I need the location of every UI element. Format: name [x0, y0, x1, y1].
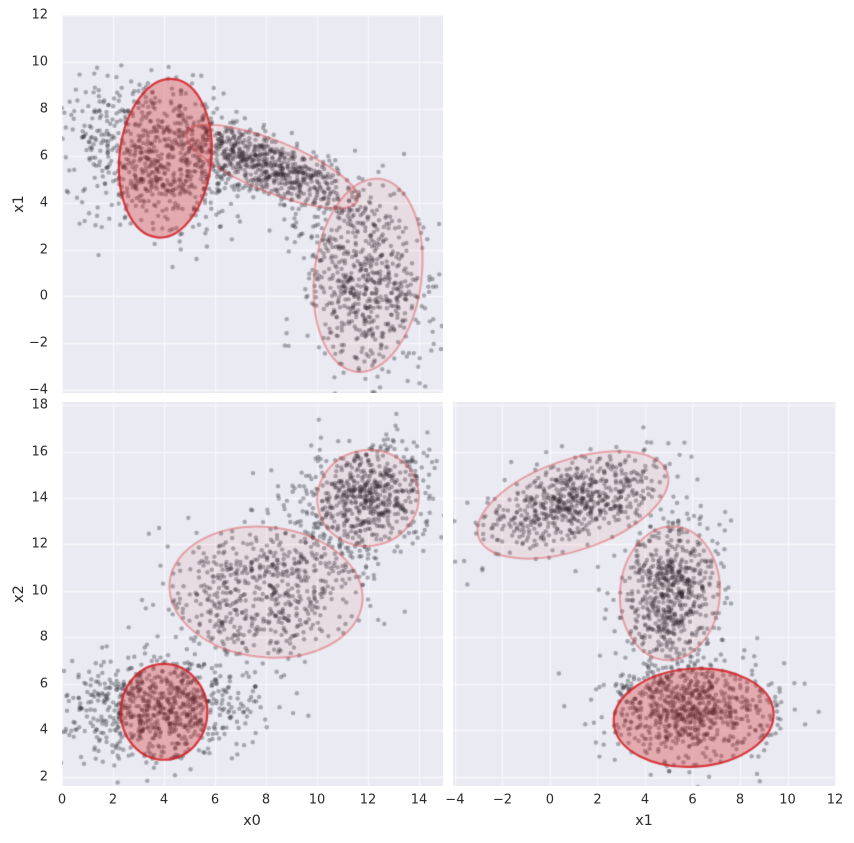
x-tick-label: 8 [261, 792, 271, 808]
x-axis-label-x1: x1 [635, 812, 653, 829]
y-tick-label: 14 [31, 490, 48, 506]
y-tick-label: 4 [39, 195, 48, 211]
x-tick-label: 4 [640, 792, 650, 808]
y-axis-label-x2: x2 [10, 585, 27, 603]
y-tick-label: 10 [31, 583, 48, 599]
panel-x1-x2 [453, 402, 836, 786]
x-tick-label: 12 [359, 792, 377, 808]
x-tick-label: 8 [735, 792, 745, 808]
y-tick-label: 16 [31, 444, 48, 459]
x-tick-label: 2 [108, 792, 118, 808]
y-tick-label: −2 [28, 335, 48, 351]
x-tick-label: 14 [410, 792, 428, 808]
y-tick-label: 18 [31, 397, 48, 413]
scatter-canvas-x0-x1 [62, 15, 443, 393]
y-tick-label: 0 [39, 288, 48, 304]
y-tick-label: 8 [39, 629, 48, 645]
x-tick-label: 10 [308, 792, 326, 808]
x-tick-label: 10 [779, 792, 796, 808]
y-tick-label: 2 [39, 769, 48, 785]
panel-x0-x2 [62, 402, 443, 786]
y-axis-label-x1: x1 [10, 195, 27, 213]
scatter-canvas-x1-x2 [453, 402, 836, 786]
panel-x0-x1 [62, 15, 443, 393]
x-tick-label: 12 [826, 792, 844, 808]
x-tick-label: 4 [159, 792, 169, 808]
x-tick-label: 6 [210, 792, 220, 808]
y-tick-label: 10 [31, 54, 48, 70]
y-tick-label: 2 [39, 242, 48, 258]
x-tick-label: 2 [593, 792, 602, 808]
x-axis-label-x0: x0 [243, 812, 261, 829]
y-tick-label: −4 [28, 382, 48, 398]
y-tick-label: 12 [31, 7, 48, 23]
y-tick-label: 6 [39, 148, 48, 164]
scatter-canvas-x0-x2 [62, 402, 443, 786]
y-tick-label: 12 [31, 536, 48, 552]
x-tick-label: −4 [445, 792, 465, 808]
y-tick-label: 4 [39, 722, 48, 738]
x-tick-label: 0 [57, 792, 67, 808]
y-tick-label: 8 [39, 101, 48, 117]
x-tick-label: 0 [545, 792, 555, 808]
y-tick-label: 6 [39, 676, 48, 692]
x-tick-label: 6 [688, 792, 697, 808]
x-tick-label: −2 [492, 792, 512, 808]
